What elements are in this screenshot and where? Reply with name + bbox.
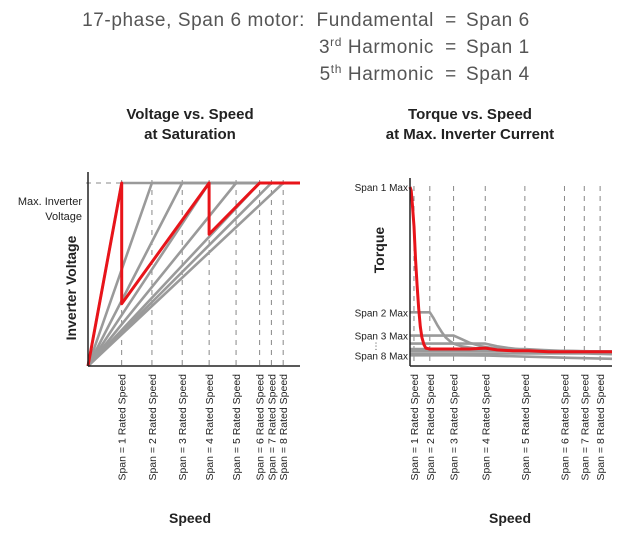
left-series-span-2 [86,181,300,367]
voltage-chart: Voltage vs. Speed at Saturation Max. Inv… [18,106,300,526]
torque-axes [409,178,612,367]
right-y-tick-label: Span 3 Max [355,332,408,343]
left-x-tick-label: Span = 2 Rated Speed [147,374,159,481]
right-x-tick-label: Span = 5 Rated Speed [520,374,532,481]
header-fundamental-value: Span 6 [466,10,530,31]
header-3rd-num: 3 [319,37,330,58]
left-x-tick-label: Span = 1 Rated Speed [117,374,129,481]
voltage-chart-title-line1: Voltage vs. Speed [126,106,253,123]
left-x-tick-label: Span = 8 Rated Speed [278,374,290,481]
right-y-tick-label: Span 1 Max [355,183,408,194]
left-x-tick-label: Span = 7 Rated Speed [266,374,278,481]
torque-series-group [408,186,613,361]
right-x-tick-label: Span = 4 Rated Speed [480,374,492,481]
right-x-tick-label: Span = 7 Rated Speed [579,374,591,481]
torque-guide-lines [413,186,601,366]
torque-x-axis-label: Speed [489,510,531,526]
header-5th-rest: Harmonic [342,64,434,85]
header: 17-phase, Span 6 motor: Fundamental = Sp… [82,10,530,85]
header-3rd-harmonic: 3rd Harmonic [319,35,434,58]
right-x-tick-label: Span = 3 Rated Speed [449,374,461,481]
left-x-tick-label: Span = 6 Rated Speed [255,374,267,481]
right-series-span-2 [410,310,613,353]
header-3rd-rest: Harmonic [342,37,434,58]
right-series-span-8 [410,353,613,361]
voltage-chart-title-line2: at Saturation [144,126,236,143]
voltage-series-group [86,181,300,367]
header-3rd-sup: rd [330,35,342,49]
header-3rd-eq: = [445,37,457,58]
left-x-tick-label: Span = 3 Rated Speed [177,374,189,481]
torque-x-ticks: Span = 1 Rated Speed Span = 2 Rated Speed… [409,374,607,481]
right-x-tick-label: Span = 1 Rated Speed [409,374,421,481]
voltage-x-axis-label: Speed [169,510,211,526]
header-fundamental-name: Fundamental [316,10,434,31]
right-x-tick-label: Span = 2 Rated Speed [425,374,437,481]
header-5th-eq: = [445,64,457,85]
right-x-tick-label: Span = 6 Rated Speed [559,374,571,481]
right-series-span-7 [410,352,613,356]
right-y-tick-label: Span 8 Max [355,351,408,362]
right-y-tick-label: Span 2 Max [355,308,408,319]
header-5th-value: Span 4 [466,64,530,85]
voltage-axes [87,172,300,367]
torque-y-axis-label: Torque [371,227,387,274]
torque-ytick-ellipsis: ⋮ [372,341,381,351]
right-highlight-series [408,186,612,354]
left-x-tick-label: Span = 4 Rated Speed [204,374,216,481]
voltage-y-axis-label: Inverter Voltage [63,235,79,340]
max-voltage-label-line2: Voltage [45,211,82,223]
torque-chart-title-line1: Torque vs. Speed [408,106,532,123]
left-x-tick-label: Span = 5 Rated Speed [231,374,243,481]
header-5th-num: 5 [320,64,331,85]
max-voltage-label-line1: Max. Inverter [18,196,83,208]
header-5th-harmonic: 5th Harmonic [320,62,434,85]
header-fundamental-eq: = [445,10,457,31]
header-5th-sup: th [331,62,342,76]
torque-chart-title-line2: at Max. Inverter Current [386,126,554,143]
torque-chart: Torque vs. Speed at Max. Inverter Curren… [355,106,613,526]
right-x-tick-label: Span = 8 Rated Speed [595,374,607,481]
voltage-x-ticks: Span = 1 Rated Speed Span = 2 Rated Speed… [117,374,291,481]
header-prefix: 17-phase, Span 6 motor: [82,10,305,31]
header-3rd-value: Span 1 [466,37,530,58]
torque-y-ticks: Span 1 Max Span 2 Max Span 3 Max Span 8 Max [355,183,408,362]
left-highlight-series [86,181,300,367]
